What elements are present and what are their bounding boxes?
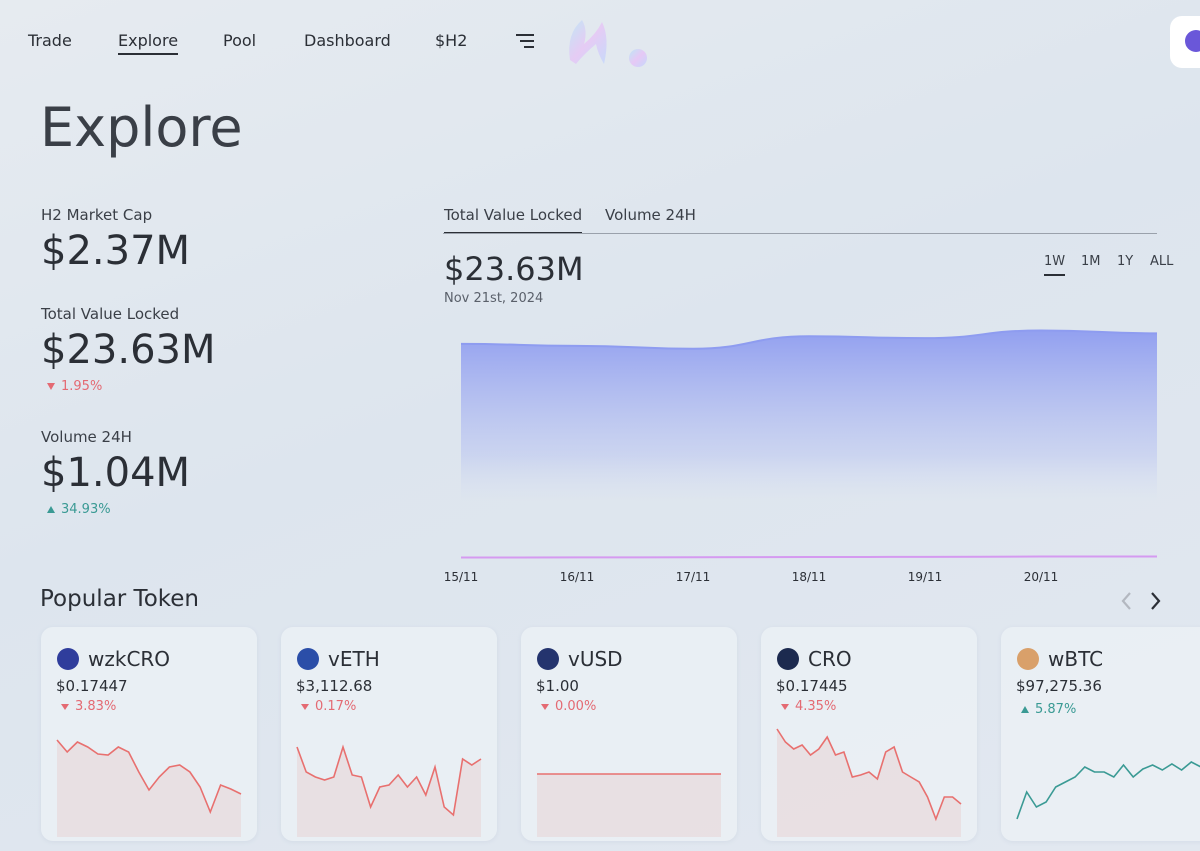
token-price: $1.00 (536, 677, 579, 695)
stat-change: 34.93% (41, 502, 190, 517)
token-price: $0.17445 (776, 677, 848, 695)
token-icon (297, 648, 319, 670)
token-card[interactable]: CRO $0.17445 4.35% (761, 627, 977, 841)
token-price: $3,112.68 (296, 677, 373, 695)
carousel-arrows[interactable] (1116, 590, 1166, 612)
change-arrow (61, 703, 69, 710)
nav-item[interactable]: Explore (118, 31, 179, 55)
range-button[interactable]: 1M (1081, 254, 1101, 269)
sparkline-line (1016, 761, 1200, 820)
token-name: vETH (328, 647, 380, 671)
token-icon (1017, 648, 1039, 670)
stat-label: H2 Market Cap (41, 206, 153, 224)
stat-label: Volume 24H (41, 428, 132, 446)
sparkline-fill (57, 740, 241, 837)
token-name: vUSD (568, 647, 623, 671)
token-card[interactable]: wBTC $97,275.36 5.87% (1001, 627, 1200, 841)
x-tick-label: 17/11 (676, 570, 711, 584)
token-icon (777, 648, 799, 670)
sparkline-line (56, 739, 242, 815)
change-value: 34.93% (61, 502, 111, 517)
stat-value: $1.04M (41, 450, 191, 496)
sparkline (776, 728, 962, 837)
token-change: 0.17% (296, 699, 356, 714)
range-button[interactable]: 1Y (1117, 254, 1134, 269)
sparkline (296, 744, 482, 837)
token-icon (57, 648, 79, 670)
change-arrow (47, 383, 55, 390)
token-card[interactable]: wzkCRO $0.17447 3.83% (41, 627, 257, 841)
token-change: 5.87% (1016, 702, 1076, 717)
token-card[interactable]: vETH $3,112.68 0.17% (281, 627, 497, 841)
sparkline-line (776, 728, 962, 822)
stat: Volume 24H $1.04M 34.93% (41, 428, 190, 517)
stat: Total Value Locked $23.63M 1.95% (41, 305, 215, 394)
change-value: 0.17% (315, 699, 357, 714)
logo[interactable] (562, 14, 652, 70)
token-change: 4.35% (776, 699, 836, 714)
change-value: 1.95% (61, 379, 103, 394)
nav-item[interactable]: $H2 (435, 31, 468, 50)
series-line (460, 555, 1157, 559)
nav-item[interactable]: Trade (28, 31, 72, 50)
token-price: $97,275.36 (1016, 677, 1102, 695)
section-title: Popular Token (40, 586, 199, 612)
sparkline (56, 739, 242, 837)
sparkline-fill (777, 729, 961, 837)
nav-item[interactable]: Dashboard (304, 31, 391, 50)
stat: H2 Market Cap $2.37M (41, 206, 190, 274)
stat-value: $23.63M (41, 327, 216, 373)
chart-value: $23.63M (444, 250, 584, 288)
token-name: CRO (808, 647, 852, 671)
area-fill (461, 330, 1157, 558)
range-button[interactable]: 1W (1044, 254, 1066, 276)
token-name: wzkCRO (88, 647, 171, 671)
tab-divider (443, 233, 1157, 234)
sparkline-fill (297, 747, 481, 837)
stat-change: 1.95% (41, 379, 215, 394)
page-title: Explore (40, 96, 243, 159)
tvl-chart: 15/11 16/11 17/11 18/11 19/11 20/11 (444, 329, 1158, 584)
sparkline-fill (537, 774, 721, 837)
token-name: wBTC (1048, 647, 1104, 671)
series-line (460, 329, 1158, 350)
sparkline-line (296, 744, 482, 817)
change-value: 0.00% (555, 699, 597, 714)
change-arrow (781, 703, 789, 710)
change-arrow (47, 506, 55, 513)
menu-icon[interactable] (516, 33, 534, 49)
token-price: $0.17447 (56, 677, 128, 695)
change-arrow (1021, 706, 1029, 713)
token-change: 3.83% (56, 699, 116, 714)
sparkline (1016, 761, 1200, 820)
user-button[interactable] (1170, 16, 1200, 68)
sparkline (537, 773, 721, 837)
token-change: 0.00% (536, 699, 596, 714)
x-tick-label: 19/11 (908, 570, 943, 584)
stat-value: $2.37M (41, 228, 191, 274)
x-tick-label: 16/11 (560, 570, 595, 584)
change-arrow (541, 703, 549, 710)
change-value: 5.87% (1035, 702, 1077, 717)
stat-label: Total Value Locked (41, 305, 180, 323)
token-icon (537, 648, 559, 670)
chart-tab[interactable]: Volume 24H (605, 206, 696, 224)
change-arrow (301, 703, 309, 710)
change-value: 4.35% (795, 699, 837, 714)
range-button[interactable]: ALL (1150, 254, 1174, 269)
x-tick-label: 20/11 (1024, 570, 1059, 584)
x-tick-label: 18/11 (792, 570, 827, 584)
token-card[interactable]: vUSD $1.00 0.00% (521, 627, 737, 841)
change-value: 3.83% (75, 699, 117, 714)
chart-date: Nov 21st, 2024 (444, 291, 544, 306)
x-tick-label: 15/11 (444, 570, 479, 584)
nav-item[interactable]: Pool (223, 31, 257, 50)
